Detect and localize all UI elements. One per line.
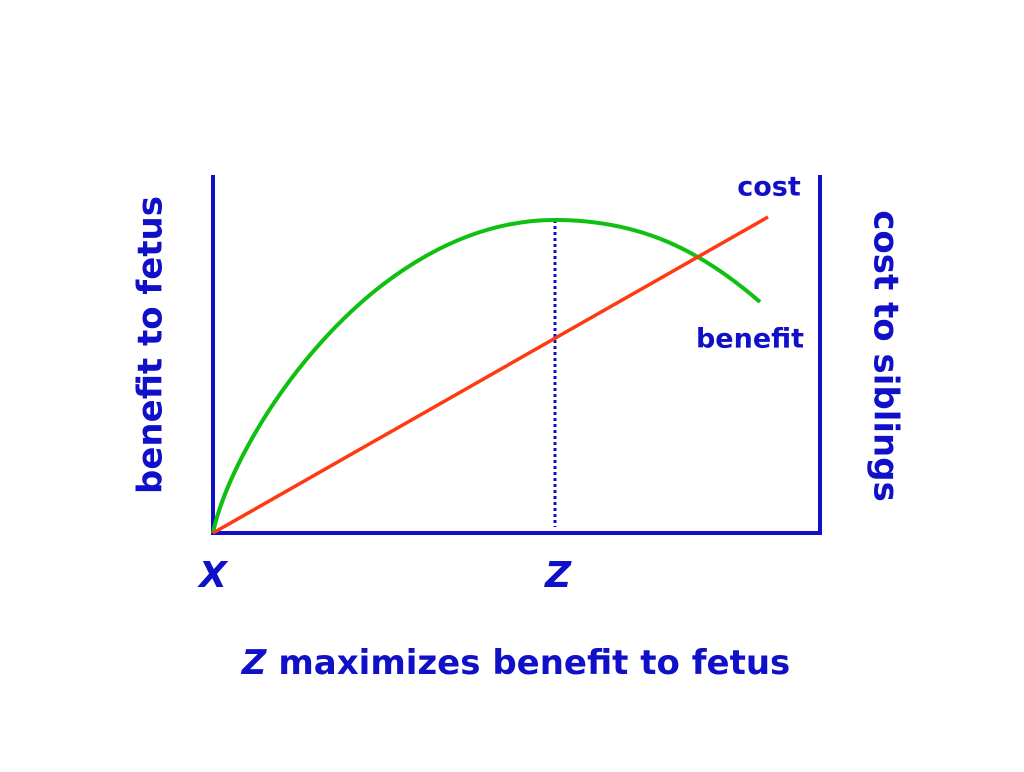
cost-line (212, 215, 769, 535)
x-point-label: X (197, 555, 229, 596)
cost-label: cost (737, 172, 801, 203)
benefit-label: benefit (696, 324, 804, 355)
benefit-curve (211, 217, 762, 534)
caption-text: maximizes benefit to fetus (278, 643, 790, 683)
left-axis-label: benefit to fetus (131, 196, 171, 494)
caption-variable: Z (241, 643, 268, 683)
right-axis-label: cost to siblings (866, 210, 906, 502)
z-point-label: Z (544, 555, 572, 596)
